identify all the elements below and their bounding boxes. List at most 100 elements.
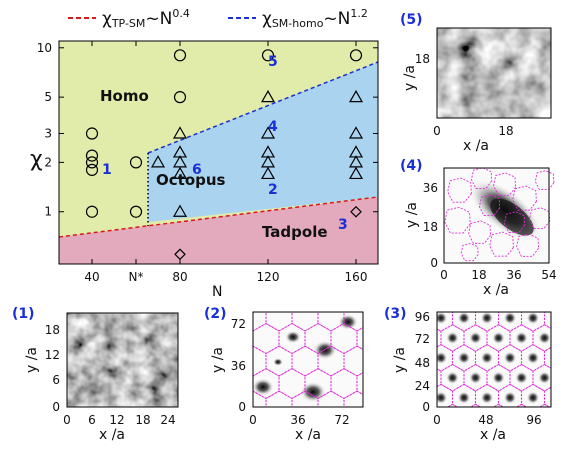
density-spot	[457, 312, 471, 325]
panel-3-xtick: 0	[433, 413, 441, 427]
contour-cell	[317, 312, 345, 332]
legend: χTP-SM~N0.4 χSM-homo~N1.2	[68, 7, 368, 30]
panel-3-label: (3)	[384, 306, 407, 322]
contour-cell	[214, 391, 240, 421]
density-spot	[526, 351, 540, 365]
panel-2-ytick: 0	[238, 400, 246, 414]
contour-cell	[418, 285, 441, 312]
x-axis-label: N	[212, 284, 222, 300]
density-spot	[253, 378, 274, 396]
y-tick-label: 5	[44, 90, 52, 104]
panel-4-xtick: 54	[541, 268, 556, 282]
contour-cell	[556, 285, 579, 312]
circle-marker	[261, 49, 275, 62]
triangle-marker	[172, 166, 188, 180]
panel-3-xlabel: x /a	[480, 427, 506, 443]
panel-5-ylabel: y /a	[402, 65, 418, 91]
data-markers	[85, 49, 364, 261]
density-spot	[515, 331, 528, 345]
panel-2-frame	[252, 311, 364, 408]
contour-cell	[291, 312, 319, 332]
panel-1-ytick: 0	[52, 400, 60, 414]
contour-cell	[447, 177, 472, 203]
contour-cell	[556, 404, 579, 431]
panel-2-ytick: 72	[231, 317, 246, 331]
circle-marker	[173, 91, 187, 104]
triangle-marker	[172, 155, 188, 168]
circle-marker	[85, 156, 99, 169]
density-spot	[492, 371, 505, 385]
y-tick-label: 3	[44, 127, 52, 141]
panel-3-ytick: 24	[415, 379, 430, 393]
contour-cell	[556, 364, 579, 391]
triangle-marker	[172, 126, 188, 139]
contour-cell	[532, 363, 551, 392]
x-tick-label: 80	[172, 270, 187, 284]
panel-1-xtick: 18	[135, 413, 150, 427]
panel-2-label: (2)	[204, 306, 227, 322]
diamond-marker	[174, 248, 186, 261]
contour-cell	[265, 312, 293, 332]
panel-4-xlabel: x /a	[483, 282, 509, 298]
triangle-marker	[260, 155, 276, 168]
circle-marker	[129, 205, 143, 218]
point-label: 6	[192, 162, 202, 178]
panel-4-ytick: 36	[423, 181, 438, 195]
contour-cell	[317, 390, 345, 407]
circle-marker	[85, 149, 99, 162]
panel-2-xtick: 72	[334, 413, 349, 427]
diamond-marker	[350, 205, 362, 218]
panel-3-ylabel: y /a	[392, 347, 408, 373]
legend-tp-label: χTP-SM~N0.4	[102, 7, 190, 30]
plot-frame	[58, 40, 379, 265]
contour-cell	[528, 207, 551, 229]
panel-1-ytick: 12	[45, 348, 60, 362]
density-spot	[480, 351, 494, 365]
tp-boundary-line	[59, 196, 378, 238]
panel-1-ytick: 6	[52, 373, 60, 387]
point-label: 3	[338, 217, 348, 233]
panel-3-ytick: 0	[422, 400, 430, 414]
panel-4-xtick: 36	[506, 268, 521, 282]
density-spot	[515, 371, 528, 385]
panel-3-ytick: 48	[415, 356, 430, 370]
panel-5-heatmap	[437, 28, 551, 118]
y-tick-label: 1	[44, 205, 52, 219]
circle-marker	[85, 205, 99, 218]
panel-1-ytick: 18	[45, 323, 60, 337]
contour-cell	[470, 167, 493, 189]
contour-cell	[478, 194, 501, 216]
panel-2: (2) 0 36 72 0 36 72 x /a y /a	[204, 278, 396, 443]
panel-5: (5) 18 0 18 x /a y /a	[400, 12, 552, 154]
panel-3-plot	[418, 285, 579, 431]
circle-marker	[349, 49, 363, 62]
homo-boundary-line	[147, 61, 378, 154]
triangle-marker	[172, 145, 188, 158]
point-label: 5	[268, 54, 278, 70]
triangle-marker	[348, 126, 364, 139]
panel-5-frame	[436, 27, 552, 119]
panel-3: (3) 0 24 48 72 96 0 48 96 x /a y /a	[384, 285, 579, 443]
contour-cell	[253, 375, 254, 392]
y-tick-label: 2	[44, 155, 52, 169]
density-spot	[338, 314, 358, 330]
legend-homo-label: χSM-homo~N1.2	[262, 7, 368, 30]
point-label: 2	[268, 182, 278, 198]
panel-1-ylabel: y /a	[24, 347, 40, 373]
tadpole-region	[59, 197, 378, 264]
triangle-marker	[348, 89, 364, 103]
density-spot	[538, 371, 551, 385]
density-spot	[469, 371, 482, 385]
panel-3-ytick: 96	[415, 310, 430, 324]
panel-1-frame	[66, 312, 179, 408]
density-spot	[446, 331, 459, 345]
triangle-marker	[260, 89, 276, 103]
contour-cell	[305, 278, 331, 308]
contour-cell	[468, 220, 492, 244]
contour-cell	[446, 403, 459, 407]
panel-5-xtick: 18	[498, 124, 513, 138]
contour-cell	[370, 391, 396, 421]
region-label-octopus: Octopus	[156, 171, 226, 189]
density-spot	[285, 330, 301, 344]
